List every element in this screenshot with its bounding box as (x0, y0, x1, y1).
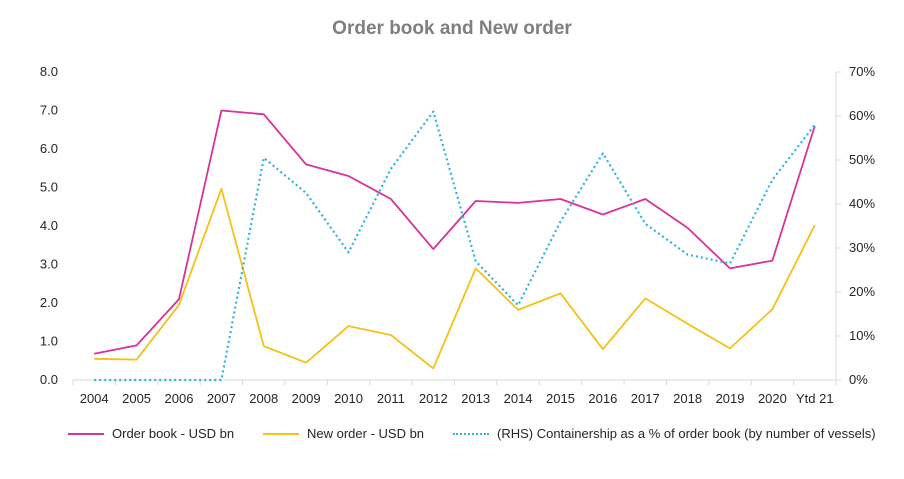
x-tick-label: 2010 (334, 391, 363, 406)
x-tick-label: 2005 (122, 391, 151, 406)
legend-swatch-order-book (68, 432, 104, 435)
y-tick-label: 0.0 (40, 372, 58, 387)
y-tick-label: 6.0 (40, 141, 58, 156)
y2-tick-label: 0% (849, 372, 868, 387)
x-tick-label: Ytd 21 (796, 391, 834, 406)
legend-item-containership: (RHS) Containership as a % of order book… (453, 426, 876, 441)
legend-swatch-new-order (263, 432, 299, 435)
chart-plot: 0.0 1.0 2.0 3.0 4.0 5.0 6.0 7.0 8.0 0% 10% 20% 30% 40… (40, 64, 876, 406)
y-tick-label: 2.0 (40, 295, 58, 310)
series-line-1 (94, 187, 816, 370)
legend-item-new-order: New order - USD bn (263, 426, 424, 441)
x-tick-label: 2020 (758, 391, 787, 406)
y2-tick-label: 40% (849, 196, 875, 211)
y-tick-label: 1.0 (40, 334, 58, 349)
x-tick-label: 2019 (716, 391, 745, 406)
y2-tick-label: 20% (849, 284, 875, 299)
legend-label-containership: (RHS) Containership as a % of order book… (497, 426, 876, 441)
x-tick-label: 2008 (249, 391, 278, 406)
y2-tick-label: 50% (849, 152, 875, 167)
y-tick-label: 3.0 (40, 257, 58, 272)
legend-item-order-book: Order book - USD bn (68, 426, 234, 441)
x-tick-label: 2004 (80, 391, 109, 406)
y-tick-label: 4.0 (40, 218, 58, 233)
x-tick-label: 2006 (165, 391, 194, 406)
y2-tick-label: 30% (849, 240, 875, 255)
x-tick-label: 2017 (631, 391, 660, 406)
y-tick-label: 8.0 (40, 64, 58, 79)
y2-tick-label: 60% (849, 108, 875, 123)
x-tick-label: 2014 (504, 391, 533, 406)
x-tick-label: 2012 (419, 391, 448, 406)
x-tick-label: 2015 (546, 391, 575, 406)
series-line-2 (94, 110, 816, 382)
y-tick-label: 7.0 (40, 103, 58, 118)
x-tick-label: 2018 (673, 391, 702, 406)
legend-label-new-order: New order - USD bn (307, 426, 425, 441)
y2-tick-label: 70% (849, 64, 875, 79)
legend-label-order-book: Order book - USD bn (112, 426, 235, 441)
x-tick-label: 2007 (207, 391, 236, 406)
legend-swatch-containership (453, 432, 489, 435)
chart-legend: Order book - USD bn New order - USD bn (… (0, 426, 904, 446)
x-tick-label: 2016 (588, 391, 617, 406)
series-line-0 (94, 109, 816, 355)
x-tick-label: 2013 (461, 391, 490, 406)
x-tick-label: 2009 (292, 391, 321, 406)
y-tick-label: 5.0 (40, 180, 58, 195)
x-tick-label: 2011 (377, 391, 405, 406)
chart-title: Order book and New order (332, 18, 572, 39)
y2-tick-label: 10% (849, 328, 875, 343)
